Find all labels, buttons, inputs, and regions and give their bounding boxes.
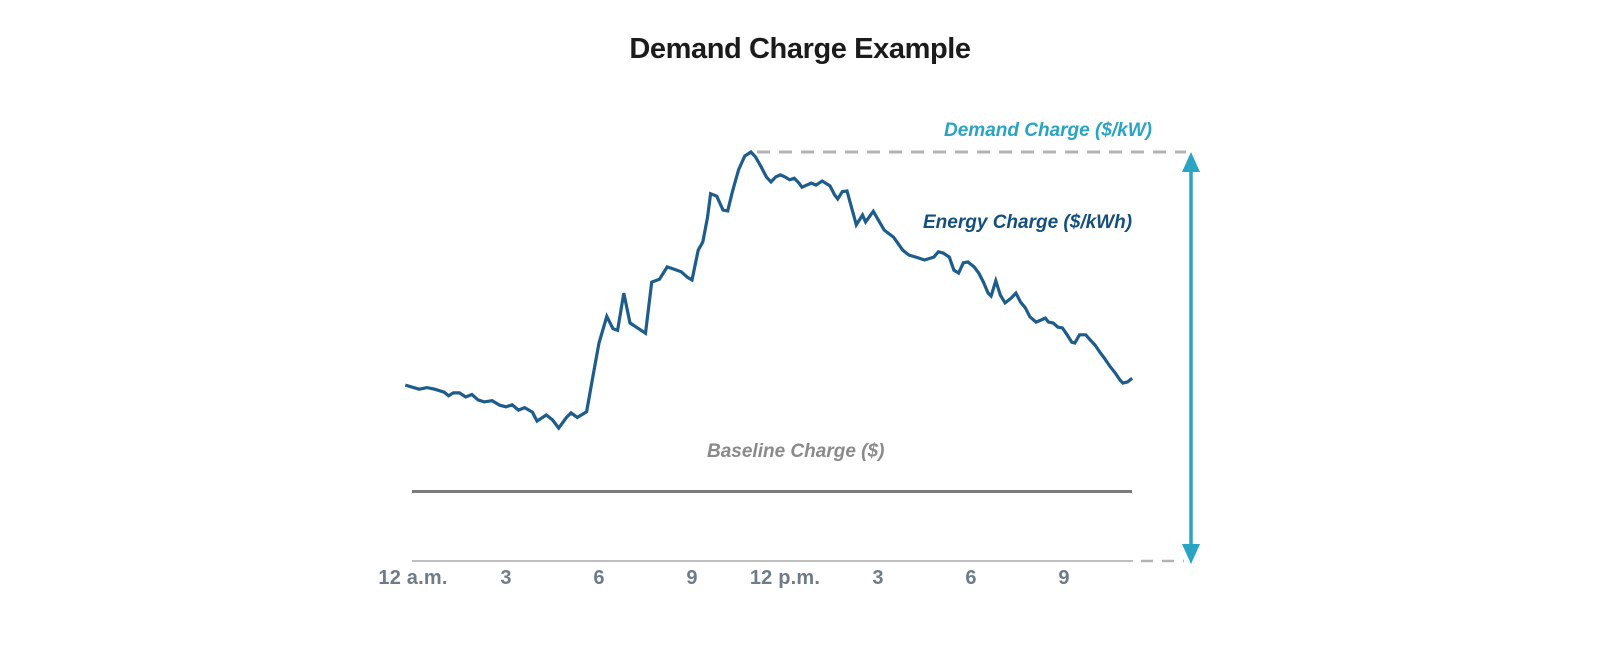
x-tick-label: 6: [965, 567, 977, 589]
baseline-charge-label: Baseline Charge ($): [707, 441, 885, 462]
x-tick-label: 3: [872, 567, 884, 589]
demand-range-arrow: [1182, 152, 1200, 564]
x-tick-label: 12 p.m.: [749, 567, 821, 589]
demand-arrow-down-head: [1182, 544, 1200, 564]
chart-title: Demand Charge Example: [629, 33, 971, 65]
x-tick-label: 9: [1058, 567, 1070, 589]
x-tick-label: 9: [686, 567, 698, 589]
demand-arrow-up-head: [1182, 152, 1200, 172]
load-curve: [404, 149, 1134, 431]
demand-charge-label: Demand Charge ($/kW): [944, 120, 1152, 141]
energy-charge-label: Energy Charge ($/kWh): [923, 212, 1133, 233]
x-tick-label: 6: [593, 567, 605, 589]
x-tick-label: 12 a.m.: [378, 567, 448, 589]
x-tick-label: 3: [500, 567, 512, 589]
